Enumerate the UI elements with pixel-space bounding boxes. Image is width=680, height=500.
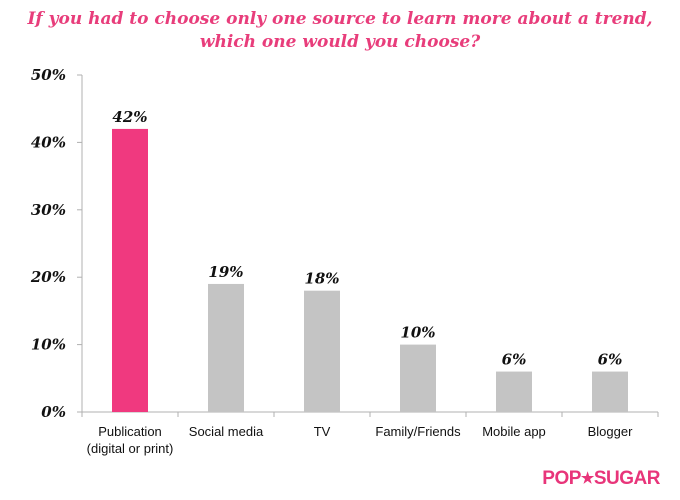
y-tick-label: 10%	[31, 336, 66, 354]
bar-value-label: 19%	[208, 263, 243, 281]
category-label: Mobile app	[482, 424, 546, 439]
y-tick-label: 0%	[41, 403, 66, 421]
bar	[304, 290, 340, 412]
chart-title: If you had to choose only one source to …	[0, 8, 680, 54]
bar	[496, 371, 532, 412]
category-label: Publication	[98, 424, 162, 439]
bar-value-label: 18%	[304, 270, 339, 288]
bar	[592, 371, 628, 412]
category-label: TV	[314, 424, 331, 439]
y-tick-label: 30%	[31, 201, 66, 219]
bar	[208, 283, 244, 412]
bar-value-label: 42%	[112, 108, 147, 126]
y-tick-label: 20%	[30, 268, 66, 286]
y-tick-label: 50%	[31, 66, 66, 84]
chart-title-line-2: which one would you choose?	[199, 32, 481, 52]
bar-value-label: 6%	[598, 351, 623, 369]
brand-text-right: SUGAR	[593, 468, 661, 489]
star-icon: ★	[580, 470, 594, 487]
bar-value-label: 6%	[502, 351, 527, 369]
bar	[112, 128, 148, 413]
brand-text-left: POP	[542, 468, 581, 489]
category-label: Family/Friends	[375, 424, 461, 439]
bar-value-label: 10%	[400, 324, 435, 342]
category-label: Blogger	[588, 424, 633, 439]
popsugar-logo: POP ★ SUGAR	[542, 468, 660, 490]
chart-title-line-1: If you had to choose only one source to …	[27, 9, 653, 29]
category-label: (digital or print)	[87, 441, 174, 456]
category-label: Social media	[189, 424, 264, 439]
bar	[400, 344, 436, 412]
y-tick-label: 40%	[31, 133, 66, 151]
